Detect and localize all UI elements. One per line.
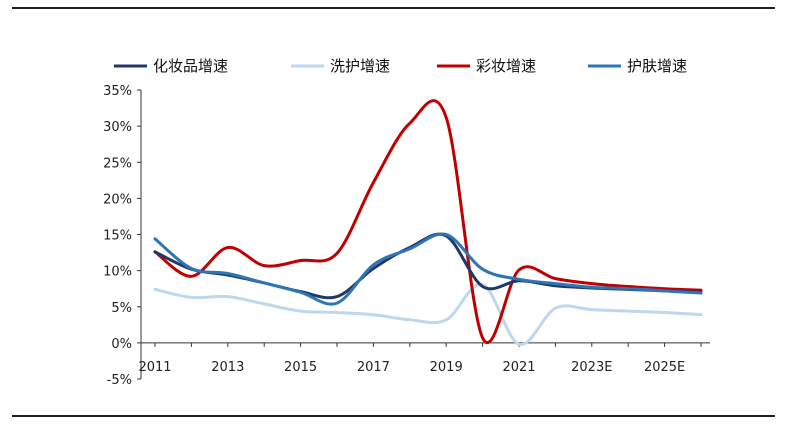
y-tick-label: -5% xyxy=(107,373,132,388)
legend-label: 化妆品增速 xyxy=(153,57,228,75)
y-tick-label: 20% xyxy=(103,192,132,207)
x-tick-label: 2023E xyxy=(571,360,612,375)
bottom-rule xyxy=(12,415,775,417)
x-tick-label: 2025E xyxy=(644,360,685,375)
axes: -5% 0% 5% 10% 15% 20% 25% 30% 35% 2011 2013 2015 201… xyxy=(103,84,710,388)
series-lines xyxy=(153,99,703,346)
legend: 化妆品增速 洗护增速 彩妆增速 护肤增速 xyxy=(114,57,687,75)
y-tick-label: 35% xyxy=(103,84,132,99)
y-tick-label: 15% xyxy=(103,229,132,244)
x-tick-label: 2021 xyxy=(502,360,535,375)
y-tick-label: 10% xyxy=(103,265,132,280)
y-tick-label: 30% xyxy=(103,120,132,135)
legend-label: 护肤增速 xyxy=(627,57,687,75)
x-tick-label: 2011 xyxy=(138,360,171,375)
legend-label: 洗护增速 xyxy=(330,57,390,75)
y-tick-label: 25% xyxy=(103,156,132,171)
top-rule xyxy=(12,7,775,9)
x-tick-label: 2013 xyxy=(211,360,244,375)
y-tick-label: 0% xyxy=(111,337,132,352)
series-line-1 xyxy=(153,282,703,346)
legend-label: 彩妆增速 xyxy=(476,57,536,75)
x-tick-label: 2019 xyxy=(430,360,463,375)
x-tick-label: 2017 xyxy=(357,360,390,375)
series-line-3 xyxy=(153,232,703,306)
series-line-2 xyxy=(153,99,703,344)
y-tick-label: 5% xyxy=(111,301,132,316)
x-tick-label: 2015 xyxy=(284,360,317,375)
